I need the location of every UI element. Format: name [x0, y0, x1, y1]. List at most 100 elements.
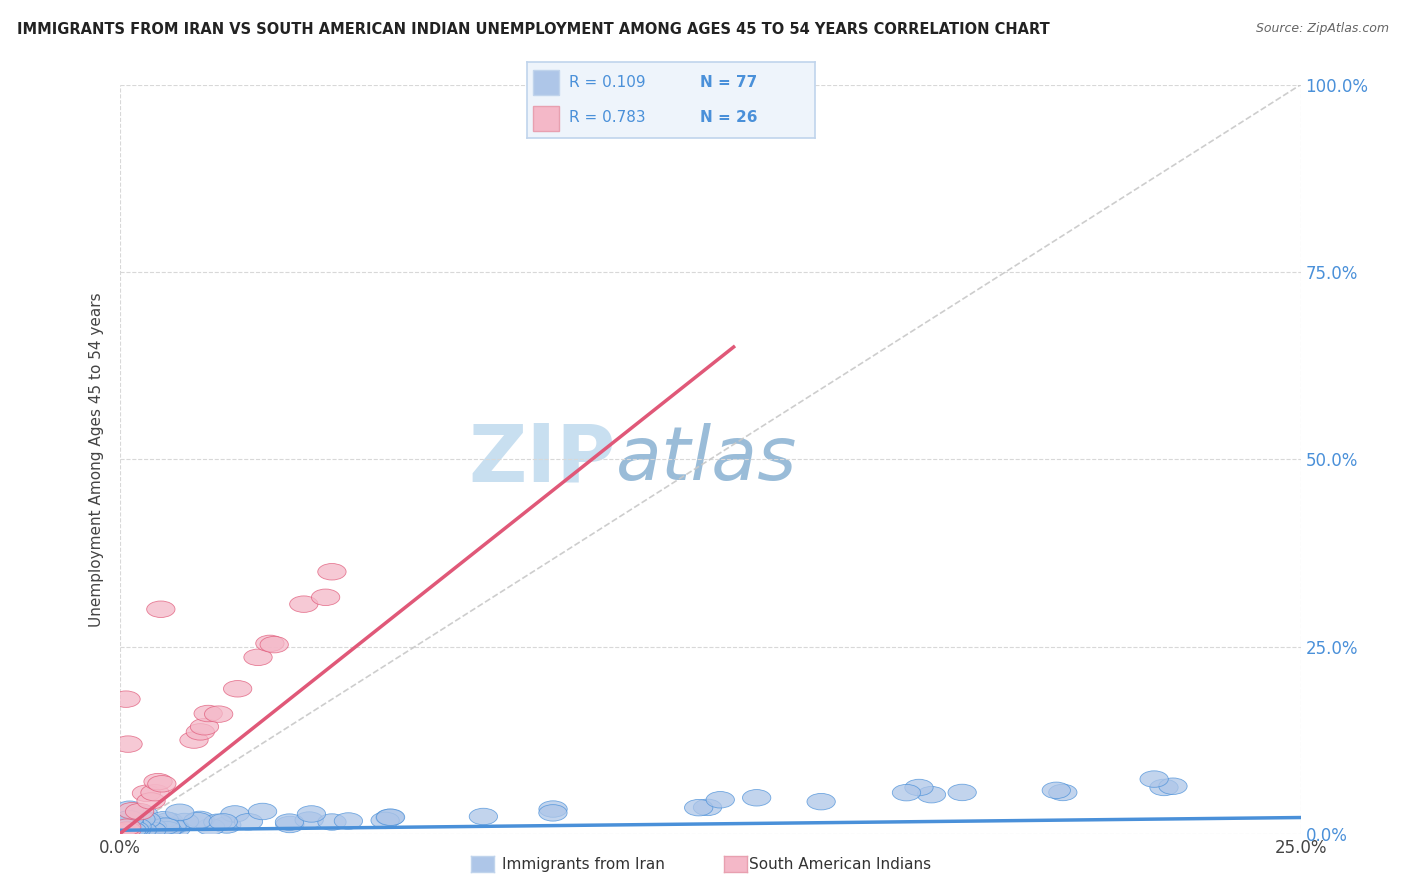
- Ellipse shape: [115, 814, 143, 830]
- Ellipse shape: [112, 822, 141, 838]
- Ellipse shape: [194, 706, 222, 722]
- Ellipse shape: [115, 814, 143, 830]
- Ellipse shape: [153, 822, 181, 838]
- Ellipse shape: [160, 818, 188, 834]
- Ellipse shape: [538, 805, 567, 822]
- Ellipse shape: [170, 814, 198, 830]
- Ellipse shape: [742, 789, 770, 806]
- Text: Immigrants from Iran: Immigrants from Iran: [502, 857, 665, 871]
- Ellipse shape: [197, 819, 225, 835]
- Ellipse shape: [256, 635, 284, 652]
- Ellipse shape: [157, 818, 186, 835]
- Ellipse shape: [318, 564, 346, 580]
- Text: IMMIGRANTS FROM IRAN VS SOUTH AMERICAN INDIAN UNEMPLOYMENT AMONG AGES 45 TO 54 Y: IMMIGRANTS FROM IRAN VS SOUTH AMERICAN I…: [17, 22, 1050, 37]
- Ellipse shape: [122, 822, 150, 838]
- Ellipse shape: [114, 736, 142, 752]
- Ellipse shape: [204, 706, 233, 723]
- Ellipse shape: [115, 801, 143, 817]
- Text: Source: ZipAtlas.com: Source: ZipAtlas.com: [1256, 22, 1389, 36]
- Ellipse shape: [186, 723, 215, 740]
- Ellipse shape: [155, 813, 183, 829]
- Ellipse shape: [186, 811, 214, 828]
- FancyBboxPatch shape: [533, 70, 560, 95]
- Ellipse shape: [905, 780, 934, 796]
- Ellipse shape: [110, 823, 138, 839]
- Ellipse shape: [249, 803, 277, 820]
- Ellipse shape: [114, 817, 142, 833]
- Ellipse shape: [114, 822, 142, 838]
- Ellipse shape: [117, 818, 145, 834]
- Ellipse shape: [112, 691, 141, 707]
- Ellipse shape: [136, 793, 166, 809]
- Text: R = 0.109: R = 0.109: [569, 75, 645, 90]
- Ellipse shape: [138, 819, 167, 836]
- Text: N = 77: N = 77: [700, 75, 758, 90]
- Ellipse shape: [112, 819, 141, 836]
- Text: ZIP: ZIP: [468, 420, 616, 499]
- Ellipse shape: [155, 818, 183, 834]
- Ellipse shape: [125, 804, 153, 820]
- Ellipse shape: [371, 812, 399, 829]
- Ellipse shape: [209, 814, 238, 830]
- Ellipse shape: [470, 808, 498, 825]
- Ellipse shape: [1159, 778, 1187, 795]
- Ellipse shape: [117, 822, 145, 838]
- Ellipse shape: [377, 809, 405, 825]
- Ellipse shape: [212, 817, 240, 833]
- Ellipse shape: [260, 636, 288, 653]
- Ellipse shape: [111, 821, 139, 838]
- Text: R = 0.783: R = 0.783: [569, 111, 645, 125]
- Ellipse shape: [121, 814, 150, 830]
- Ellipse shape: [335, 813, 363, 830]
- Text: South American Indians: South American Indians: [749, 857, 932, 871]
- Ellipse shape: [180, 731, 208, 748]
- Ellipse shape: [1042, 782, 1070, 798]
- Ellipse shape: [166, 804, 194, 821]
- Ellipse shape: [127, 811, 155, 828]
- Ellipse shape: [221, 805, 249, 822]
- Ellipse shape: [132, 785, 160, 802]
- Ellipse shape: [276, 816, 304, 833]
- Ellipse shape: [122, 810, 150, 827]
- Ellipse shape: [141, 784, 169, 801]
- Ellipse shape: [121, 821, 149, 838]
- FancyBboxPatch shape: [533, 105, 560, 130]
- Ellipse shape: [138, 822, 166, 838]
- Ellipse shape: [693, 799, 721, 815]
- Ellipse shape: [162, 821, 190, 838]
- Ellipse shape: [948, 784, 976, 801]
- Ellipse shape: [115, 814, 143, 830]
- Ellipse shape: [139, 815, 167, 832]
- Ellipse shape: [132, 812, 160, 829]
- Ellipse shape: [1150, 780, 1178, 796]
- Ellipse shape: [685, 799, 713, 816]
- Ellipse shape: [290, 596, 318, 613]
- Ellipse shape: [204, 814, 232, 830]
- Ellipse shape: [124, 816, 152, 833]
- Ellipse shape: [150, 812, 179, 828]
- Ellipse shape: [110, 824, 138, 841]
- Ellipse shape: [146, 820, 174, 836]
- Ellipse shape: [152, 818, 180, 834]
- Ellipse shape: [312, 589, 340, 606]
- Ellipse shape: [107, 814, 135, 830]
- Ellipse shape: [375, 809, 404, 826]
- Ellipse shape: [107, 823, 135, 840]
- Ellipse shape: [128, 822, 156, 838]
- Ellipse shape: [917, 787, 946, 803]
- Ellipse shape: [538, 801, 567, 817]
- Ellipse shape: [706, 791, 734, 808]
- Ellipse shape: [297, 805, 326, 822]
- Text: N = 26: N = 26: [700, 111, 758, 125]
- Text: atlas: atlas: [616, 424, 797, 495]
- Ellipse shape: [148, 820, 176, 837]
- Ellipse shape: [146, 601, 174, 617]
- Ellipse shape: [110, 814, 139, 830]
- Ellipse shape: [893, 784, 921, 801]
- Ellipse shape: [143, 773, 172, 790]
- Ellipse shape: [184, 813, 212, 829]
- Ellipse shape: [1140, 771, 1168, 788]
- Ellipse shape: [111, 814, 139, 830]
- Ellipse shape: [128, 818, 156, 835]
- Ellipse shape: [295, 812, 323, 829]
